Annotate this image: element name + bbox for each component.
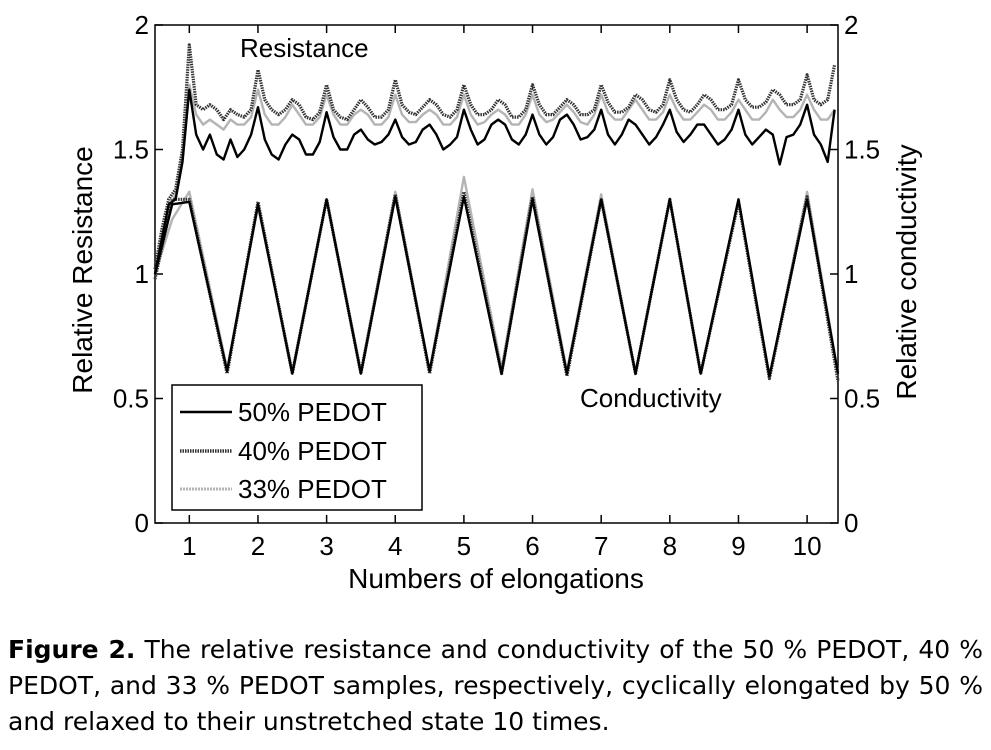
series-line-50-pedot-resistance: [153, 88, 836, 275]
legend-label-50: 50% PEDOT: [238, 397, 387, 427]
y-tick-label-left: 2: [135, 10, 149, 40]
y-axis-label-left: Relative Resistance: [67, 146, 98, 393]
x-tick-label: 1: [182, 531, 196, 561]
x-tick-label: 8: [663, 531, 677, 561]
x-tick-label: 9: [731, 531, 745, 561]
legend: 50% PEDOT 40% PEDOT 33% PEDOT: [171, 384, 423, 511]
x-tick-label: 10: [793, 531, 822, 561]
series-line-40-pedot-resistance: [153, 43, 837, 270]
x-tick-label: 7: [594, 531, 608, 561]
y-tick-label-right: 1: [844, 259, 858, 289]
y-tick-label-right: 1.5: [844, 135, 880, 165]
x-tick-label: 2: [251, 531, 265, 561]
y-tick-label-left: 1: [135, 259, 149, 289]
caption-label: Figure 2.: [8, 635, 136, 664]
y-tick-label-right: 2: [844, 10, 858, 40]
legend-label-40: 40% PEDOT: [238, 436, 387, 466]
y-tick-label-left: 0.5: [113, 384, 149, 414]
caption-text: The relative resistance and conductivity…: [8, 635, 983, 736]
y-tick-label-right: 0: [844, 508, 858, 538]
y-axis-label-right: Relative conductivity: [891, 144, 922, 399]
y-tick-label-left: 0: [135, 508, 149, 538]
series-line-33-pedot-resistance: [153, 83, 836, 275]
x-tick-label: 5: [457, 531, 471, 561]
x-tick-label: 4: [388, 531, 402, 561]
figure-caption: Figure 2. The relative resistance and co…: [8, 632, 983, 740]
x-axis-label: Numbers of elongations: [348, 563, 644, 594]
chart: 1 2 3 4 5 6 7 8 9 10 0 0.5 1 1.5 2 0 0.5 1 1.5 2 Resistance…: [67, 10, 922, 594]
y-tick-label-right: 0.5: [844, 384, 880, 414]
conductivity-annotation: Conductivity: [580, 383, 722, 413]
series-line-50-pedot-conductivity: [153, 195, 840, 378]
resistance-annotation: Resistance: [240, 33, 369, 63]
legend-label-33: 33% PEDOT: [238, 474, 387, 504]
x-tick-label: 6: [525, 531, 539, 561]
x-tick-label: 3: [319, 531, 333, 561]
y-tick-label-left: 1.5: [113, 135, 149, 165]
